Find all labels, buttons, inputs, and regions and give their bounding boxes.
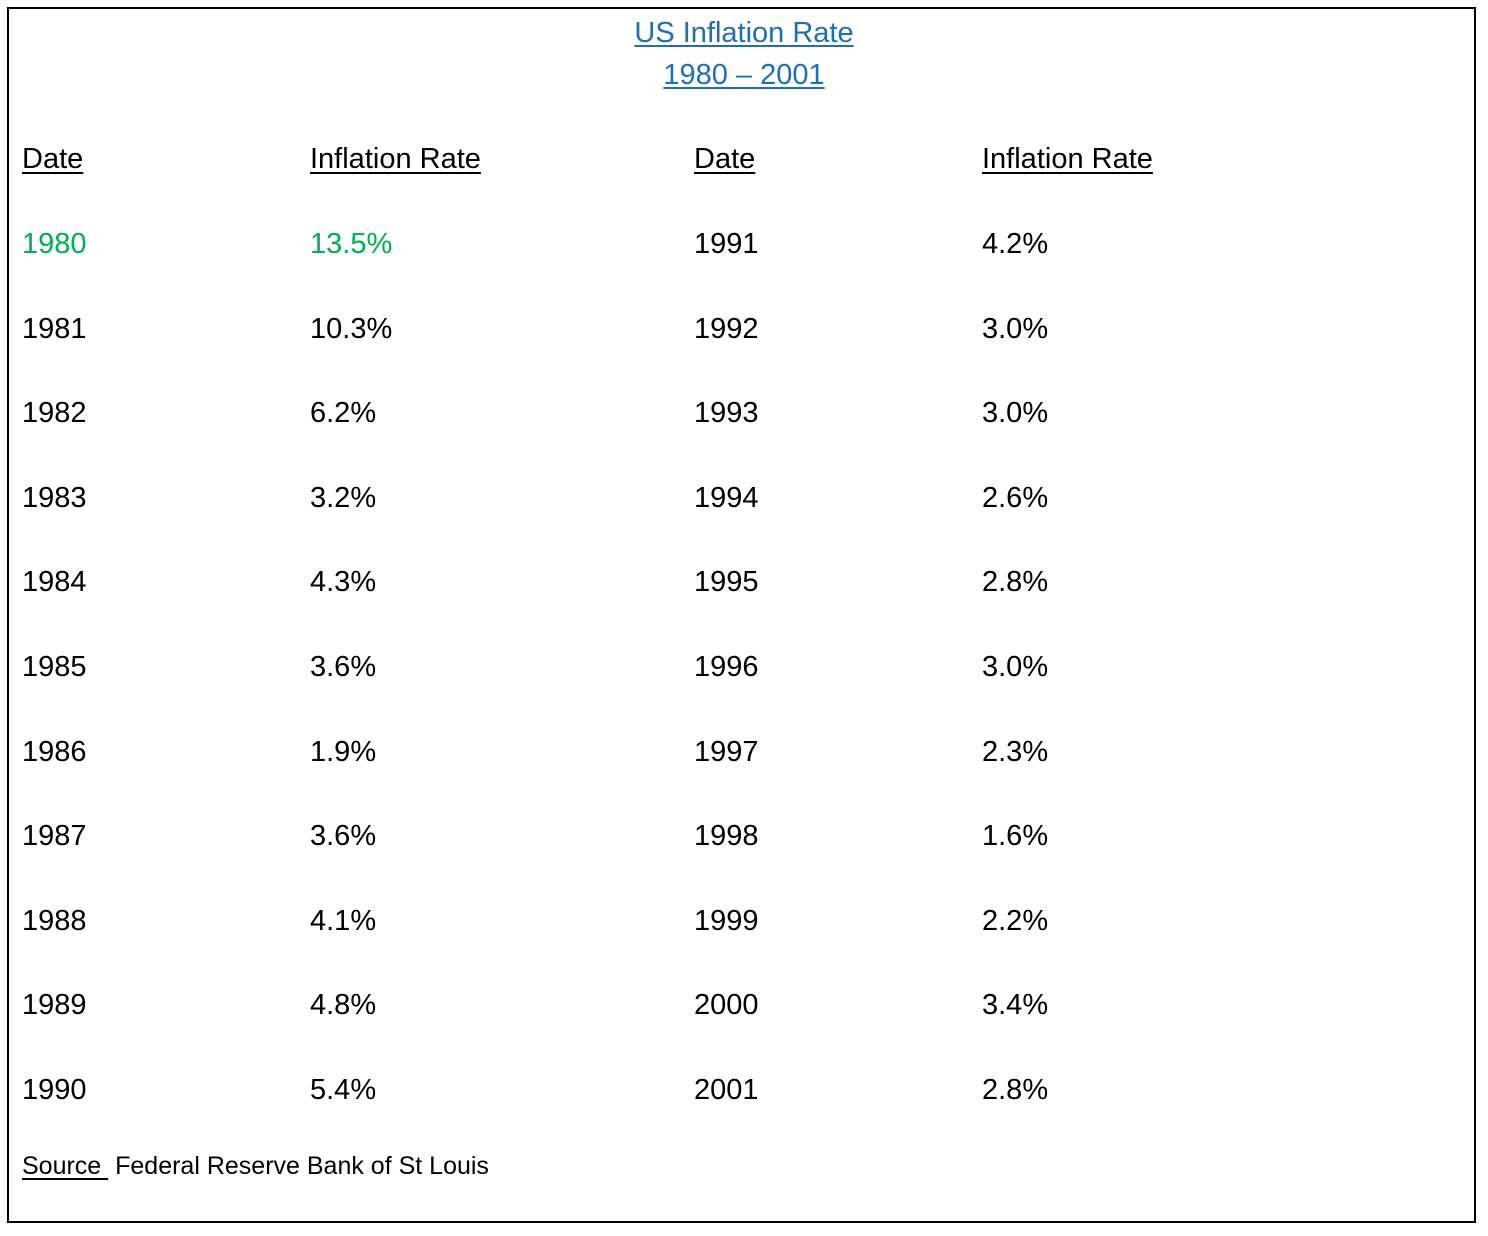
table-cell-rate: 4.2% [982, 228, 1049, 260]
source-text: Federal Reserve Bank of St Louis [115, 1152, 489, 1180]
table-cell-date: 1988 [22, 905, 87, 937]
source-note: Source Federal Reserve Bank of St Louis [22, 1150, 489, 1182]
table-cell-date: 1987 [22, 820, 87, 852]
table-cell-date: 1994 [694, 482, 759, 514]
table-cell-rate: 3.4% [982, 989, 1049, 1021]
page-subtitle: 1980 – 2001 [0, 58, 1488, 92]
table-cell-rate: 3.2% [310, 482, 377, 514]
table-cell-date: 2000 [694, 989, 759, 1021]
table-cell-date: 1995 [694, 566, 759, 598]
table-cell-rate: 2.3% [982, 736, 1049, 768]
table-cell-rate: 5.4% [310, 1074, 377, 1106]
table-cell-date: 1985 [22, 651, 87, 683]
table-cell-rate: 4.1% [310, 905, 377, 937]
table-cell-rate: 3.0% [982, 313, 1049, 345]
table-cell-date: 1996 [694, 651, 759, 683]
header-date-left: Date [22, 143, 84, 175]
header-date-right: Date [694, 143, 756, 175]
table-cell-date: 1993 [694, 397, 759, 429]
table-cell-date: 1999 [694, 905, 759, 937]
table-cell-date: 1990 [22, 1074, 87, 1106]
table-cell-date: 1984 [22, 566, 87, 598]
table-cell-rate: 2.6% [982, 482, 1049, 514]
header-rate-right: Inflation Rate [982, 143, 1153, 175]
table-cell-rate: 1.6% [982, 820, 1049, 852]
table-cell-date: 1998 [694, 820, 759, 852]
table-cell-rate: 3.0% [982, 397, 1049, 429]
table-cell-rate: 2.8% [982, 1074, 1049, 1106]
table-cell-rate: 2.2% [982, 905, 1049, 937]
table-cell-date: 1991 [694, 228, 759, 260]
table-cell-date: 1989 [22, 989, 87, 1021]
table-cell-rate: 6.2% [310, 397, 377, 429]
table-cell-date: 1982 [22, 397, 87, 429]
table-cell-date: 1980 [22, 228, 87, 260]
table-cell-rate: 4.3% [310, 566, 377, 598]
table-cell-rate: 10.3% [310, 313, 393, 345]
table-cell-date: 1981 [22, 313, 87, 345]
header-rate-left: Inflation Rate [310, 143, 481, 175]
table-cell-rate: 3.6% [310, 820, 377, 852]
page-title: US Inflation Rate [0, 16, 1488, 50]
table-cell-date: 1986 [22, 736, 87, 768]
table-cell-rate: 13.5% [310, 228, 393, 260]
source-label: Source [22, 1152, 109, 1180]
table-cell-date: 1992 [694, 313, 759, 345]
table-cell-rate: 1.9% [310, 736, 377, 768]
table-frame [7, 7, 1476, 1223]
table-cell-rate: 2.8% [982, 566, 1049, 598]
table-cell-date: 1997 [694, 736, 759, 768]
table-cell-rate: 4.8% [310, 989, 377, 1021]
table-cell-rate: 3.0% [982, 651, 1049, 683]
table-cell-date: 2001 [694, 1074, 759, 1106]
table-cell-date: 1983 [22, 482, 87, 514]
subtitle-text: 1980 – 2001 [663, 59, 825, 91]
table-cell-rate: 3.6% [310, 651, 377, 683]
title-text: US Inflation Rate [634, 17, 854, 49]
